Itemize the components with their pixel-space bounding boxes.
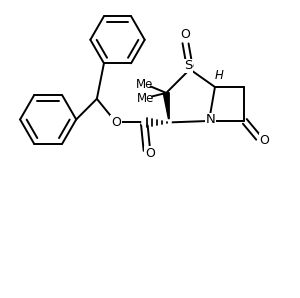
- Text: H: H: [215, 69, 224, 82]
- Text: O: O: [181, 28, 190, 41]
- Text: S: S: [184, 59, 193, 72]
- Text: Me: Me: [137, 92, 154, 105]
- Text: N: N: [206, 113, 215, 126]
- Polygon shape: [163, 93, 169, 122]
- Text: O: O: [145, 147, 155, 160]
- Text: O: O: [260, 134, 269, 147]
- Text: O: O: [111, 116, 121, 129]
- Text: Me: Me: [135, 77, 153, 91]
